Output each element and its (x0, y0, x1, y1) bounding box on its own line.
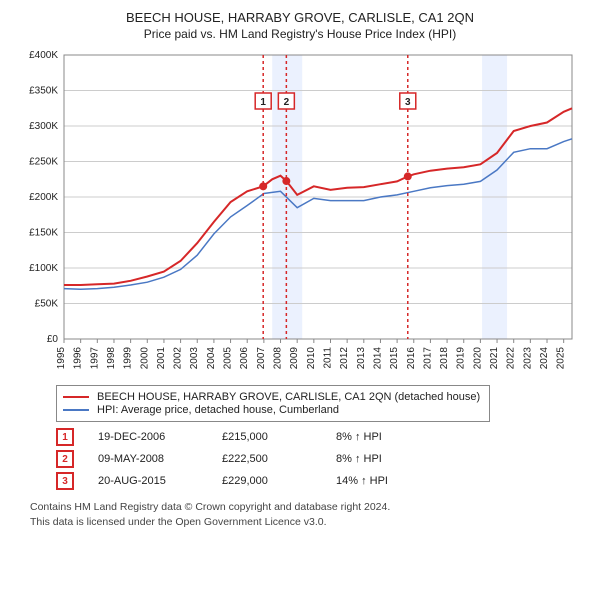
x-tick-label: 2023 (522, 347, 533, 370)
x-tick-label: 1996 (73, 347, 84, 370)
transaction-row: 1 19-DEC-2006 £215,000 8% ↑ HPI (56, 428, 580, 446)
x-tick-label: 2010 (306, 347, 317, 370)
tx-price: £229,000 (222, 475, 312, 487)
legend: BEECH HOUSE, HARRABY GROVE, CARLISLE, CA… (56, 385, 490, 422)
x-tick-label: 2012 (339, 347, 350, 370)
x-tick-label: 1999 (123, 347, 134, 370)
y-tick-label: £100K (29, 263, 58, 274)
y-tick-label: £50K (35, 299, 59, 310)
legend-label-hpi: HPI: Average price, detached house, Cumb… (97, 404, 339, 416)
chart-title-sub: Price paid vs. HM Land Registry's House … (10, 27, 590, 41)
x-tick-label: 1995 (56, 347, 67, 370)
x-tick-label: 2003 (189, 347, 200, 370)
x-tick-label: 2008 (273, 347, 284, 370)
x-tick-label: 2005 (223, 347, 234, 370)
tx-point (282, 177, 290, 185)
legend-row-hpi: HPI: Average price, detached house, Cumb… (63, 404, 483, 416)
x-tick-label: 2020 (472, 347, 483, 370)
x-tick-label: 2009 (289, 347, 300, 370)
legend-swatch-hpi (63, 409, 89, 411)
footer-area: BEECH HOUSE, HARRABY GROVE, CARLISLE, CA… (20, 385, 580, 529)
x-tick-label: 2024 (539, 347, 550, 370)
chart-container: BEECH HOUSE, HARRABY GROVE, CARLISLE, CA… (0, 0, 600, 535)
legend-row-price: BEECH HOUSE, HARRABY GROVE, CARLISLE, CA… (63, 391, 483, 403)
y-tick-label: £150K (29, 228, 58, 239)
tx-delta: 14% ↑ HPI (336, 475, 388, 487)
tx-delta: 8% ↑ HPI (336, 453, 382, 465)
x-tick-label: 2017 (422, 347, 433, 370)
x-tick-label: 2004 (206, 347, 217, 370)
x-tick-label: 2018 (439, 347, 450, 370)
x-tick-label: 2014 (372, 347, 383, 370)
legend-swatch-price (63, 396, 89, 398)
x-tick-label: 2021 (489, 347, 500, 370)
x-tick-label: 2011 (322, 347, 333, 369)
x-tick-label: 2019 (456, 347, 467, 370)
x-tick-label: 1997 (89, 347, 100, 370)
x-tick-label: 2006 (239, 347, 250, 370)
x-tick-label: 2015 (389, 347, 400, 370)
x-tick-label: 2013 (356, 347, 367, 370)
y-tick-label: £350K (29, 86, 58, 97)
tx-point (259, 182, 267, 190)
chart-title-address: BEECH HOUSE, HARRABY GROVE, CARLISLE, CA… (10, 10, 590, 25)
x-tick-label: 1998 (106, 347, 117, 370)
x-tick-label: 2022 (506, 347, 517, 370)
y-tick-label: £0 (47, 334, 59, 345)
y-tick-label: £250K (29, 157, 58, 168)
x-tick-label: 2000 (139, 347, 150, 370)
plot-area: £0 £50K £100K £150K £200K £250K £300K £350K £400… (20, 49, 580, 379)
x-tick-label: 2025 (556, 347, 567, 370)
y-tick-label: £300K (29, 121, 58, 132)
tx-row-marker: 2 (56, 450, 74, 468)
tx-marker-num: 2 (284, 97, 290, 108)
attribution-line1: Contains HM Land Registry data © Crown c… (30, 500, 580, 515)
tx-date: 09-MAY-2008 (98, 453, 198, 465)
x-tick-label: 2001 (156, 347, 167, 370)
transaction-table: 1 19-DEC-2006 £215,000 8% ↑ HPI 2 09-MAY-2008… (56, 428, 580, 490)
tx-marker-num: 3 (405, 97, 411, 108)
attribution-line2: This data is licensed under the Open Gov… (30, 515, 580, 530)
tx-marker-num: 1 (260, 97, 266, 108)
tx-price: £222,500 (222, 453, 312, 465)
transaction-row: 2 09-MAY-2008 £222,500 8% ↑ HPI (56, 450, 580, 468)
x-tick-label: 2002 (173, 347, 184, 370)
chart-svg: £0 £50K £100K £150K £200K £250K £300K £350K £400… (20, 49, 580, 379)
tx-row-marker: 3 (56, 472, 74, 490)
tx-date: 20-AUG-2015 (98, 475, 198, 487)
tx-row-marker: 1 (56, 428, 74, 446)
x-tick-label: 2007 (256, 347, 267, 370)
transaction-row: 3 20-AUG-2015 £229,000 14% ↑ HPI (56, 472, 580, 490)
x-tick-label: 2016 (406, 347, 417, 370)
tx-price: £215,000 (222, 431, 312, 443)
y-tick-label: £200K (29, 192, 58, 203)
tx-point (404, 172, 412, 180)
tx-date: 19-DEC-2006 (98, 431, 198, 443)
attribution: Contains HM Land Registry data © Crown c… (30, 500, 580, 529)
tx-delta: 8% ↑ HPI (336, 431, 382, 443)
legend-label-price: BEECH HOUSE, HARRABY GROVE, CARLISLE, CA… (97, 391, 480, 403)
y-tick-label: £400K (29, 50, 58, 61)
